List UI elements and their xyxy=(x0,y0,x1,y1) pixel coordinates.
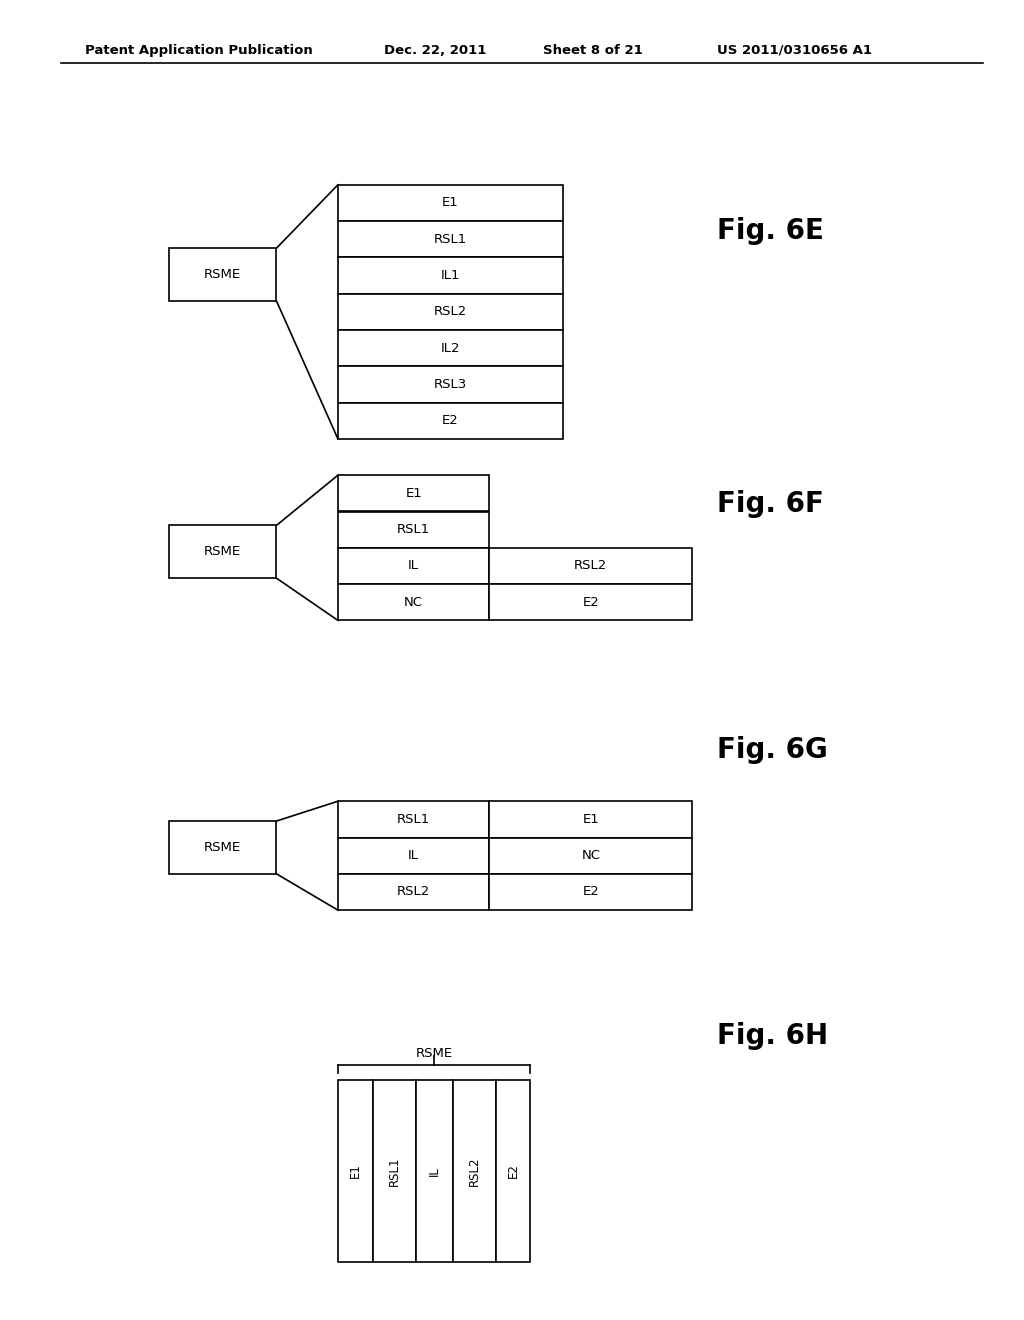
Bar xyxy=(338,512,489,548)
Text: Fig. 6E: Fig. 6E xyxy=(717,216,823,246)
Bar xyxy=(338,475,489,511)
Text: Dec. 22, 2011: Dec. 22, 2011 xyxy=(384,44,486,57)
Bar xyxy=(496,1080,530,1262)
Text: NC: NC xyxy=(582,849,600,862)
Text: RSL1: RSL1 xyxy=(388,1156,400,1185)
Bar xyxy=(338,222,563,257)
Text: US 2011/0310656 A1: US 2011/0310656 A1 xyxy=(717,44,871,57)
Text: RSL3: RSL3 xyxy=(434,378,467,391)
Text: RSL2: RSL2 xyxy=(434,305,467,318)
Text: E2: E2 xyxy=(583,595,599,609)
Text: E1: E1 xyxy=(583,813,599,826)
Bar xyxy=(338,257,563,294)
Text: Fig. 6F: Fig. 6F xyxy=(717,490,823,519)
Bar xyxy=(169,525,276,578)
Bar xyxy=(338,1080,373,1262)
Bar xyxy=(373,1080,416,1262)
Bar xyxy=(338,294,563,330)
Text: IL: IL xyxy=(409,849,419,862)
Text: RSL1: RSL1 xyxy=(397,813,430,826)
Bar xyxy=(338,403,563,438)
Text: RSME: RSME xyxy=(204,841,242,854)
Bar xyxy=(338,330,563,367)
Text: RSL2: RSL2 xyxy=(574,560,607,573)
Bar xyxy=(169,821,276,874)
Text: Patent Application Publication: Patent Application Publication xyxy=(85,44,312,57)
Text: Fig. 6G: Fig. 6G xyxy=(717,735,827,764)
Text: RSL1: RSL1 xyxy=(397,523,430,536)
Text: IL: IL xyxy=(409,560,419,573)
Text: RSME: RSME xyxy=(204,268,242,281)
Text: RSME: RSME xyxy=(204,545,242,558)
Text: E1: E1 xyxy=(349,1163,361,1179)
Text: Fig. 6H: Fig. 6H xyxy=(717,1022,828,1051)
Text: E1: E1 xyxy=(442,197,459,210)
Bar xyxy=(338,548,489,583)
Bar xyxy=(489,837,692,874)
Text: Sheet 8 of 21: Sheet 8 of 21 xyxy=(543,44,642,57)
Text: RSL2: RSL2 xyxy=(468,1156,480,1185)
Bar xyxy=(338,801,489,838)
Text: NC: NC xyxy=(404,595,423,609)
Text: E2: E2 xyxy=(442,414,459,428)
Bar xyxy=(489,801,692,838)
Bar xyxy=(489,583,692,620)
Text: IL2: IL2 xyxy=(440,342,461,355)
Bar xyxy=(338,185,563,220)
Bar xyxy=(338,583,489,620)
Text: IL1: IL1 xyxy=(440,269,461,282)
Bar xyxy=(489,548,692,583)
Text: IL: IL xyxy=(428,1166,440,1176)
Text: E1: E1 xyxy=(406,487,422,500)
Text: RSL1: RSL1 xyxy=(434,232,467,246)
Text: RSL2: RSL2 xyxy=(397,886,430,899)
Bar xyxy=(453,1080,496,1262)
Bar xyxy=(416,1080,453,1262)
Text: E2: E2 xyxy=(583,886,599,899)
Bar xyxy=(338,837,489,874)
Bar xyxy=(338,874,489,911)
Bar xyxy=(338,367,563,403)
Bar xyxy=(169,248,276,301)
Text: RSME: RSME xyxy=(416,1047,453,1060)
Text: E2: E2 xyxy=(507,1163,519,1179)
Bar xyxy=(489,874,692,911)
